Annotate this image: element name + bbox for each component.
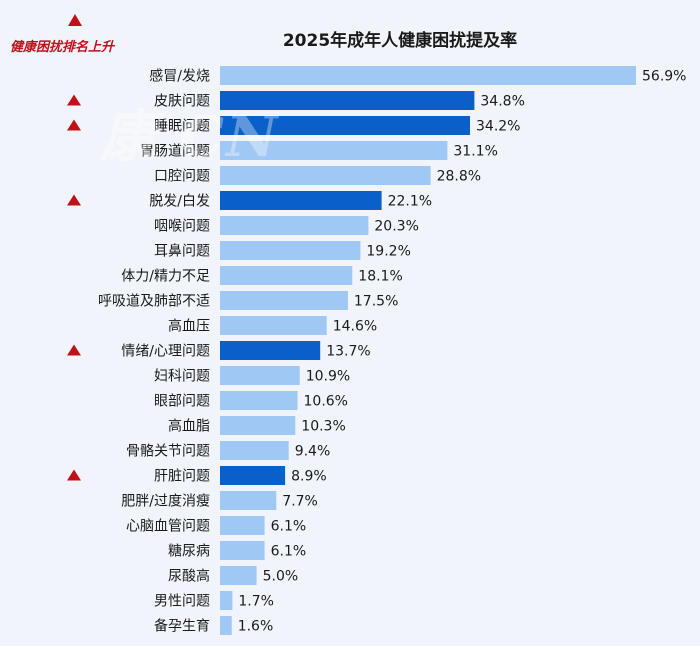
- rising-marker-16: [67, 469, 81, 481]
- value-label-13: 10.6%: [304, 394, 348, 410]
- category-label-1: 皮肤问题: [154, 94, 210, 110]
- category-label-12: 妇科问题: [154, 368, 210, 385]
- value-label-17: 7.7%: [282, 494, 318, 510]
- value-label-21: 1.7%: [238, 594, 274, 610]
- bar-18: [220, 516, 265, 535]
- bar-3: [220, 141, 448, 160]
- category-label-5: 脱发/白发: [149, 194, 210, 210]
- value-label-9: 17.5%: [354, 294, 398, 310]
- bar-17: [220, 491, 277, 510]
- chart-title: 2025年成年人健康困扰提及率: [282, 31, 518, 51]
- category-label-22: 备孕生育: [154, 618, 210, 635]
- value-label-14: 10.3%: [301, 419, 345, 435]
- legend-label: 健康困扰排名上升: [10, 40, 115, 55]
- bar-5: [220, 191, 382, 210]
- rising-marker-2: [67, 119, 81, 131]
- value-label-18: 6.1%: [271, 519, 307, 535]
- value-label-8: 18.1%: [358, 269, 402, 285]
- category-label-17: 肥胖/过度消瘦: [121, 493, 210, 510]
- value-label-16: 8.9%: [291, 469, 327, 485]
- legend-triangle-icon: [68, 14, 82, 26]
- bar-11: [220, 341, 321, 360]
- bar-4: [220, 166, 431, 185]
- bar-7: [220, 241, 361, 260]
- rising-marker-5: [67, 194, 81, 206]
- bar-19: [220, 541, 265, 560]
- value-label-10: 14.6%: [333, 319, 377, 335]
- category-label-0: 感冒/发烧: [149, 68, 210, 85]
- category-label-8: 体力/精力不足: [121, 269, 210, 285]
- category-label-10: 高血压: [168, 318, 210, 335]
- bar-22: [220, 616, 232, 635]
- category-label-6: 咽喉问题: [154, 219, 210, 235]
- category-label-15: 骨骼关节问题: [126, 444, 210, 460]
- value-label-11: 13.7%: [326, 344, 370, 360]
- bar-0: [220, 66, 636, 85]
- category-label-4: 口腔问题: [154, 169, 210, 185]
- category-label-3: 胃肠道问题: [140, 144, 210, 160]
- rising-marker-1: [67, 94, 81, 106]
- bar-8: [220, 266, 353, 285]
- category-label-13: 眼部问题: [154, 394, 210, 410]
- category-label-19: 糖尿病: [168, 544, 210, 560]
- value-label-4: 28.8%: [437, 169, 481, 185]
- value-label-6: 20.3%: [374, 219, 418, 235]
- value-label-20: 5.0%: [263, 569, 299, 585]
- category-label-9: 呼吸道及肺部不适: [98, 294, 210, 310]
- category-label-2: 睡眠问题: [154, 119, 210, 135]
- value-label-15: 9.4%: [295, 444, 331, 460]
- value-label-19: 6.1%: [271, 544, 307, 560]
- value-label-3: 31.1%: [453, 144, 497, 160]
- bar-2: [220, 116, 470, 135]
- bar-1: [220, 91, 475, 110]
- category-label-16: 肝脏问题: [154, 469, 210, 485]
- value-label-12: 10.9%: [306, 369, 350, 385]
- category-label-18: 心脑血管问题: [126, 519, 210, 535]
- category-label-21: 男性问题: [154, 594, 210, 610]
- bar-15: [220, 441, 289, 460]
- bar-21: [220, 591, 233, 610]
- bar-6: [220, 216, 369, 235]
- value-label-1: 34.8%: [480, 94, 524, 110]
- bar-14: [220, 416, 296, 435]
- bar-12: [220, 366, 300, 385]
- rising-marker-11: [67, 344, 81, 356]
- category-label-7: 耳鼻问题: [154, 243, 210, 260]
- bar-20: [220, 566, 257, 585]
- value-label-7: 19.2%: [366, 244, 410, 260]
- category-label-20: 尿酸高: [168, 568, 210, 585]
- value-label-22: 1.6%: [238, 619, 274, 635]
- value-label-0: 56.9%: [642, 69, 686, 85]
- bar-10: [220, 316, 327, 335]
- bar-13: [220, 391, 298, 410]
- bar-16: [220, 466, 286, 485]
- value-label-2: 34.2%: [476, 119, 520, 135]
- value-label-5: 22.1%: [388, 194, 432, 210]
- category-label-14: 高血脂: [168, 418, 210, 435]
- category-label-11: 情绪/心理问题: [121, 344, 210, 360]
- bar-9: [220, 291, 348, 310]
